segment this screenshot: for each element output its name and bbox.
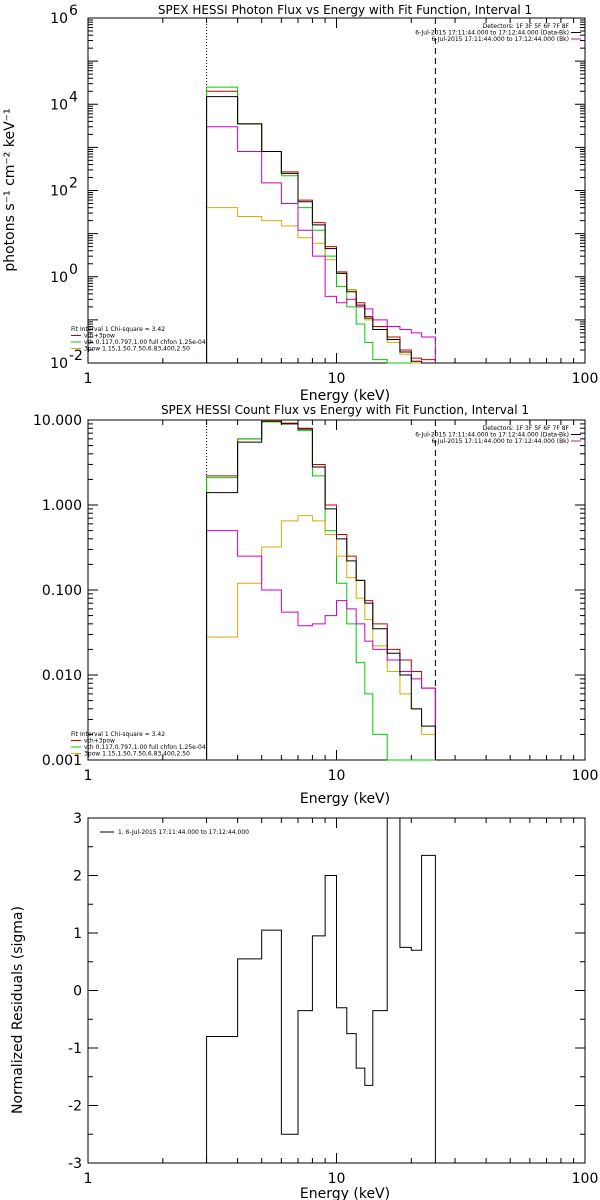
y-tick-label: 1.000 (42, 498, 82, 514)
y-tick-label: 10 (50, 11, 68, 27)
x-tick-label: 100 (572, 768, 599, 784)
legend-entry: Fit Interval 1 Chi-square = 3.42 (71, 326, 165, 333)
x-axis-label: Energy (keV) (300, 388, 390, 404)
plot-frame (87, 17, 586, 364)
histogram-series (206, 90, 436, 363)
x-tick-label: 10 (328, 768, 346, 784)
y-tick-label: 10 (50, 270, 68, 286)
y-tick-label: -2 (68, 1099, 82, 1115)
y-tick-label: 0.001 (42, 753, 82, 769)
y-tick-label: 10.000 (33, 413, 82, 429)
x-tick-label: 10 (328, 371, 346, 387)
legend-entry: 6-Jul-2015 17:11:44.000 to 17:12:44.000 … (431, 438, 569, 445)
histogram-series (206, 530, 436, 760)
legend-entry: 1. 6-Jul-2015 17:11:44.000 to 17:12:44.0… (118, 829, 249, 836)
x-axis-label: Energy (keV) (300, 1186, 390, 1200)
histogram-series (206, 817, 436, 1163)
residuals-panel: Energy (keV) Normalized Residuals (sigma… (10, 811, 598, 1200)
x-tick-label: 100 (572, 1171, 599, 1187)
legend-entry: vth+3pow (84, 333, 115, 340)
histogram-series (206, 515, 436, 760)
legend-entry: 6-Jul-2015 17:11:44.000 to 17:12:44.000 … (431, 36, 569, 43)
y-tick-label: 10 (50, 184, 68, 200)
count-flux-panel: SPEX HESSI Count Flux vs Energy with Fit… (33, 403, 598, 807)
legend-entry: 6-Jul-2015 17:11:44.000 to 17:12:44.000 … (415, 30, 569, 37)
y-tick-label: 0.100 (42, 583, 82, 599)
y-tick-label: 1 (73, 926, 82, 942)
y-tick-exponent: -2 (69, 348, 83, 364)
y-tick-exponent: 2 (69, 176, 78, 192)
plot-frame (87, 419, 586, 761)
legend-entry: 3pow 1.15,1.50,7.50,6.83,400,2.50 (84, 346, 190, 353)
y-tick-label: 10 (50, 356, 68, 372)
legend-entry: 3pow 1.15,1.50,7.50,6.83,400,2.50 (84, 751, 190, 758)
y-tick-label: 0 (73, 984, 82, 1000)
x-tick-label: 10 (328, 1171, 346, 1187)
legend-entry: Detectors: 1F 3F 5F 6F 7F 8F (483, 425, 570, 432)
legend-entry: vth 0.117,0.797,1.00 full chfon 1.25e-04 (84, 339, 206, 346)
legend-entry: Fit Interval 1 Chi-square = 3.42 (71, 731, 165, 738)
histogram-series (206, 207, 436, 364)
y-axis-label: photons s⁻¹ cm⁻² keV⁻¹ (2, 108, 18, 271)
y-axis-label: Normalized Residuals (sigma) (10, 906, 26, 1114)
legend-entry: vth+3pow (84, 738, 115, 745)
photon-flux-panel: SPEX HESSI Photon Flux vs Energy with Fi… (2, 3, 598, 404)
y-tick-label: 3 (73, 811, 82, 827)
panel-title: SPEX HESSI Count Flux vs Energy with Fit… (161, 403, 529, 417)
x-tick-label: 1 (84, 768, 93, 784)
y-tick-label: -3 (68, 1156, 82, 1172)
y-tick-exponent: 6 (69, 3, 78, 19)
x-tick-label: 1 (84, 371, 93, 387)
histogram-series (206, 419, 436, 760)
legend-entry: vth 0.117,0.797,1.00 full chfon 1.25e-04 (84, 744, 206, 751)
x-tick-label: 100 (572, 371, 599, 387)
y-tick-exponent: 4 (69, 89, 78, 105)
x-tick-label: 1 (84, 1171, 93, 1187)
histogram-series (206, 420, 436, 760)
y-tick-label: 2 (73, 869, 82, 885)
legend-entry: Detectors: 1F 3F 5F 6F 7F 8F (483, 23, 570, 30)
y-tick-label: -1 (68, 1041, 82, 1057)
y-tick-exponent: 0 (69, 262, 78, 278)
legend-entry: 6-Jul-2015 17:11:44.000 to 17:12:44.000 … (415, 432, 569, 439)
panel-title: SPEX HESSI Photon Flux vs Energy with Fi… (158, 3, 532, 17)
x-axis-label: Energy (keV) (300, 791, 390, 807)
histogram-series (206, 421, 436, 761)
y-tick-label: 0.010 (42, 668, 82, 684)
histogram-series (206, 126, 436, 363)
y-tick-label: 10 (50, 97, 68, 113)
histogram-series (206, 96, 436, 364)
